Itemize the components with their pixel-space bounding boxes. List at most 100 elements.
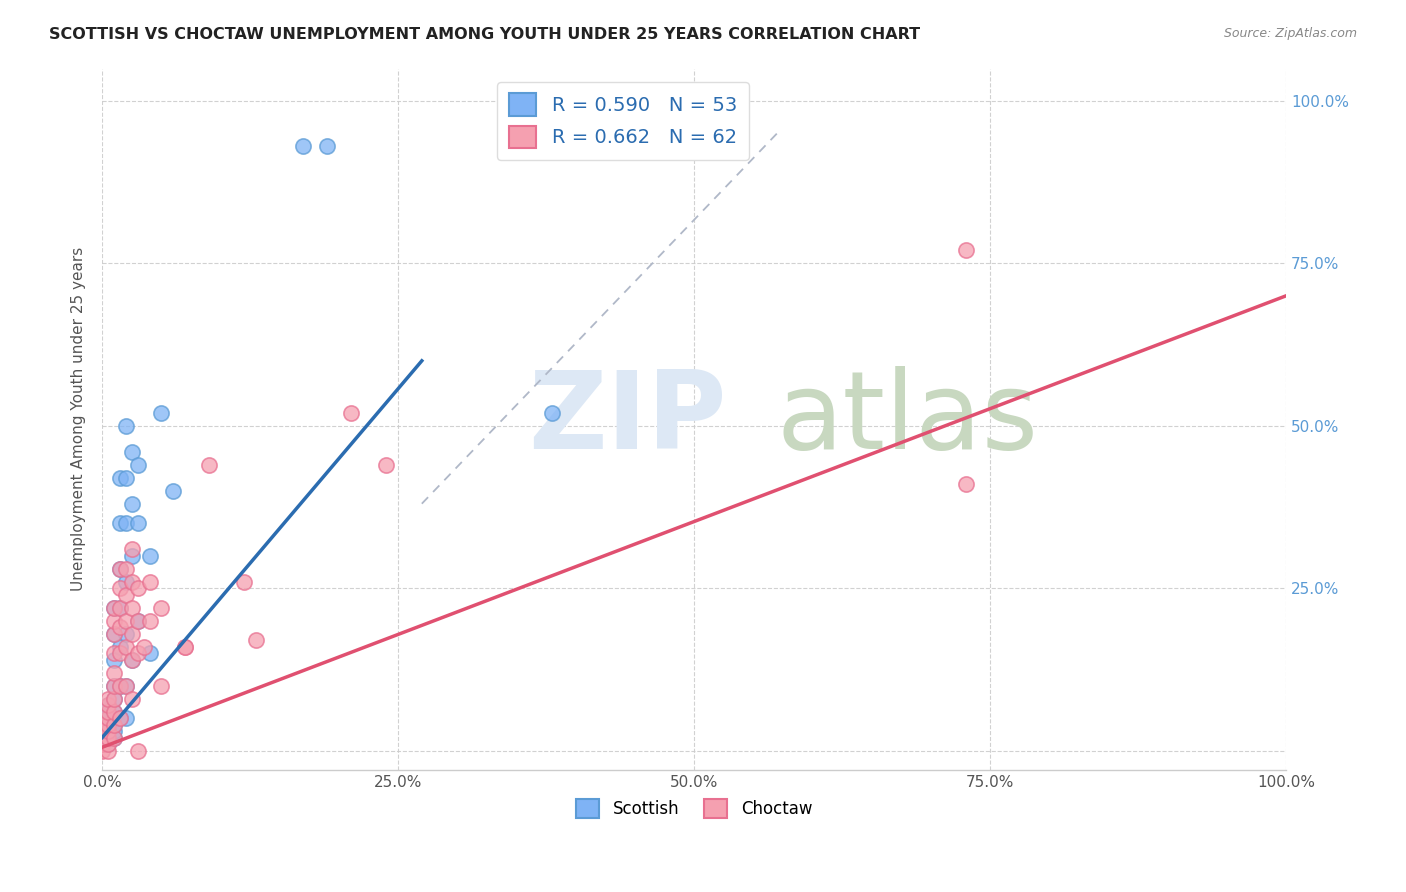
- Point: [115, 574, 138, 589]
- Point: [103, 679, 125, 693]
- Point: [121, 444, 143, 458]
- Y-axis label: Unemployment Among Youth under 25 years: Unemployment Among Youth under 25 years: [72, 247, 86, 591]
- Point: [97, 717, 120, 731]
- Point: [115, 588, 138, 602]
- Point: [121, 542, 143, 557]
- Text: atlas: atlas: [778, 367, 1039, 472]
- Point: [97, 731, 120, 745]
- Point: [97, 737, 120, 751]
- Point: [121, 652, 143, 666]
- Point: [138, 549, 160, 563]
- Point: [174, 640, 197, 654]
- Point: [115, 640, 138, 654]
- Point: [103, 717, 125, 731]
- Point: [103, 691, 125, 706]
- Point: [97, 711, 120, 725]
- Point: [108, 600, 131, 615]
- Point: [121, 574, 143, 589]
- Point: [91, 731, 114, 745]
- Point: [121, 652, 143, 666]
- Point: [97, 743, 120, 757]
- Point: [127, 581, 149, 595]
- Point: [115, 471, 138, 485]
- Point: [955, 477, 977, 491]
- Point: [91, 731, 114, 745]
- Point: [127, 646, 149, 660]
- Point: [103, 646, 125, 660]
- Point: [115, 679, 138, 693]
- Point: [108, 581, 131, 595]
- Point: [103, 600, 125, 615]
- Text: ZIP: ZIP: [529, 367, 727, 472]
- Point: [91, 737, 114, 751]
- Point: [115, 711, 138, 725]
- Point: [108, 679, 131, 693]
- Point: [97, 737, 120, 751]
- Point: [121, 600, 143, 615]
- Point: [115, 614, 138, 628]
- Point: [197, 458, 219, 472]
- Point: [103, 717, 125, 731]
- Point: [108, 561, 131, 575]
- Point: [108, 711, 131, 725]
- Point: [316, 139, 339, 153]
- Point: [121, 549, 143, 563]
- Point: [97, 691, 120, 706]
- Point: [245, 633, 267, 648]
- Point: [103, 600, 125, 615]
- Point: [91, 724, 114, 739]
- Point: [127, 614, 149, 628]
- Point: [108, 471, 131, 485]
- Point: [108, 600, 131, 615]
- Point: [91, 737, 114, 751]
- Point: [138, 646, 160, 660]
- Point: [91, 743, 114, 757]
- Point: [127, 458, 149, 472]
- Point: [121, 691, 143, 706]
- Point: [108, 679, 131, 693]
- Point: [150, 406, 173, 420]
- Legend: Scottish, Choctaw: Scottish, Choctaw: [569, 792, 818, 825]
- Point: [91, 717, 114, 731]
- Point: [103, 691, 125, 706]
- Point: [150, 679, 173, 693]
- Point: [97, 717, 120, 731]
- Point: [127, 614, 149, 628]
- Point: [340, 406, 363, 420]
- Point: [115, 516, 138, 531]
- Point: [103, 711, 125, 725]
- Point: [108, 620, 131, 634]
- Point: [233, 574, 256, 589]
- Point: [91, 717, 114, 731]
- Point: [121, 497, 143, 511]
- Point: [97, 731, 120, 745]
- Point: [103, 614, 125, 628]
- Point: [115, 626, 138, 640]
- Point: [91, 724, 114, 739]
- Point: [91, 724, 114, 739]
- Point: [108, 516, 131, 531]
- Point: [91, 711, 114, 725]
- Point: [121, 626, 143, 640]
- Point: [138, 574, 160, 589]
- Point: [127, 516, 149, 531]
- Point: [108, 561, 131, 575]
- Point: [541, 406, 564, 420]
- Point: [91, 717, 114, 731]
- Point: [97, 698, 120, 712]
- Point: [97, 698, 120, 712]
- Point: [103, 705, 125, 719]
- Point: [103, 731, 125, 745]
- Point: [97, 721, 120, 735]
- Point: [103, 705, 125, 719]
- Point: [115, 418, 138, 433]
- Point: [138, 614, 160, 628]
- Point: [108, 646, 131, 660]
- Point: [292, 139, 315, 153]
- Point: [108, 711, 131, 725]
- Point: [97, 711, 120, 725]
- Point: [162, 483, 184, 498]
- Point: [97, 724, 120, 739]
- Point: [103, 724, 125, 739]
- Point: [103, 731, 125, 745]
